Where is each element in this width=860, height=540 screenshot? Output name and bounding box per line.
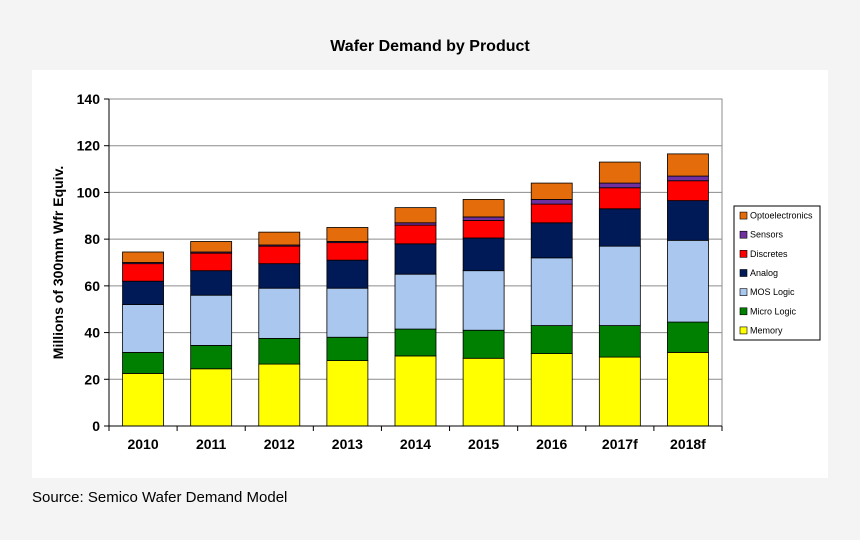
bar-optoelectronics-2016 <box>530 182 573 200</box>
bar-memory-2011 <box>190 368 233 427</box>
bar-optoelectronics-2010 <box>122 251 164 263</box>
bar-micro-logic-2013 <box>326 336 369 362</box>
bar-mos-logic-2018f <box>667 239 709 323</box>
bar-discretes-2013 <box>326 242 369 261</box>
bar-mos-logic-2013 <box>326 287 369 338</box>
x-tick-label: 2011 <box>196 436 227 452</box>
x-tick-label: 2017f <box>602 436 638 452</box>
bar-memory-2015 <box>462 357 505 427</box>
stacked-bar-chart: 0 20 40 60 80 100 120 140 Millions of 300mm Wfr … <box>50 91 821 452</box>
legend: Optoelectronics Sensors Discretes Analog MOS… <box>733 205 821 341</box>
bar-discretes-2018f <box>667 180 709 202</box>
y-tick-label: 120 <box>77 138 101 154</box>
bar-micro-logic-2016 <box>530 325 573 354</box>
bar-mos-logic-2012 <box>258 287 301 339</box>
bar-analog-2013 <box>326 259 369 289</box>
bar-discretes-2010 <box>122 263 164 282</box>
x-tick-label: 2010 <box>127 436 158 452</box>
bar-mos-logic-2015 <box>462 270 505 331</box>
x-tick-label: 2013 <box>332 436 363 452</box>
bar-memory-2014 <box>394 355 437 427</box>
y-tick-label: 20 <box>84 371 100 387</box>
bar-mos-logic-2010 <box>122 304 164 353</box>
legend-label-micro-logic: Micro Logic <box>750 306 797 316</box>
source-note: Source: Semico Wafer Demand Model <box>32 489 288 506</box>
bar-analog-2017f <box>598 208 641 247</box>
x-tick-label: 2018f <box>670 436 706 452</box>
bar-micro-logic-2017f <box>598 325 641 358</box>
legend-label-analog: Analog <box>750 268 778 278</box>
bar-optoelectronics-2013 <box>326 227 369 242</box>
bar-analog-2012 <box>258 263 301 289</box>
bar-sensors-2015 <box>462 216 505 221</box>
bar-memory-2018f <box>667 352 709 427</box>
legend-swatch-discretes <box>739 250 748 258</box>
bar-analog-2016 <box>530 222 573 259</box>
y-axis-title: Millions of 300mm Wfr Equiv. <box>50 166 66 359</box>
bar-memory-2013 <box>326 360 369 427</box>
bar-discretes-2015 <box>462 220 505 239</box>
x-tick-label: 2014 <box>400 436 431 452</box>
legend-label-memory: Memory <box>750 325 783 335</box>
y-tick-label: 80 <box>84 231 100 247</box>
x-tick-label: 2012 <box>264 436 295 452</box>
bar-analog-2015 <box>462 237 505 272</box>
bar-analog-2018f <box>667 200 709 241</box>
bar-memory-2012 <box>258 363 301 427</box>
bar-optoelectronics-2018f <box>667 153 709 177</box>
bar-optoelectronics-2017f <box>598 161 641 184</box>
bar-mos-logic-2014 <box>394 273 437 330</box>
legend-box <box>733 205 821 341</box>
bar-optoelectronics-2015 <box>462 199 505 218</box>
x-tick-label: 2015 <box>468 436 499 452</box>
bar-analog-2011 <box>190 270 233 296</box>
bar-sensors-2018f <box>667 175 709 182</box>
legend-label-mos-logic: MOS Logic <box>750 287 795 297</box>
y-tick-label: 100 <box>77 184 101 200</box>
bar-mos-logic-2017f <box>598 245 641 326</box>
bar-mos-logic-2011 <box>190 294 233 346</box>
bars <box>122 153 709 427</box>
y-tick-label: 140 <box>77 91 101 107</box>
legend-swatch-analog <box>739 269 748 277</box>
bar-optoelectronics-2014 <box>394 207 437 224</box>
bar-micro-logic-2018f <box>667 321 709 353</box>
legend-swatch-optoelectronics <box>739 211 748 220</box>
bar-analog-2014 <box>394 243 437 275</box>
bar-mos-logic-2016 <box>530 257 573 326</box>
bar-optoelectronics-2011 <box>190 241 233 253</box>
bar-memory-2016 <box>530 353 573 427</box>
bar-analog-2010 <box>122 280 164 305</box>
legend-label-discretes: Discretes <box>750 249 788 259</box>
chart-title: Wafer Demand by Product <box>330 38 530 55</box>
chart-panel: 0 20 40 60 80 100 120 140 Millions of 300mm Wfr … <box>32 70 828 478</box>
legend-swatch-mos-logic <box>739 288 748 296</box>
bar-optoelectronics-2012 <box>258 231 301 246</box>
bar-micro-logic-2010 <box>122 352 164 374</box>
y-tick-label: 0 <box>92 418 100 434</box>
bar-discretes-2011 <box>190 252 233 272</box>
legend-label-sensors: Sensors <box>750 230 784 240</box>
bar-memory-2010 <box>122 373 164 427</box>
bar-discretes-2017f <box>598 187 641 210</box>
bar-memory-2017f <box>598 356 641 427</box>
y-tick-label: 60 <box>84 278 100 294</box>
bar-micro-logic-2015 <box>462 329 505 359</box>
bar-sensors-2017f <box>598 182 641 189</box>
bar-sensors-2016 <box>530 199 573 205</box>
x-tick-label: 2016 <box>536 436 567 452</box>
legend-swatch-memory <box>739 326 748 335</box>
bar-micro-logic-2014 <box>394 328 437 357</box>
legend-swatch-sensors <box>739 230 748 239</box>
axes: 0 20 40 60 80 100 120 140 Millions of 300mm Wfr … <box>50 91 723 452</box>
y-tick-label: 40 <box>84 325 100 341</box>
bar-micro-logic-2012 <box>258 338 301 365</box>
bar-discretes-2016 <box>530 203 573 224</box>
legend-label-optoelectronics: Optoelectronics <box>750 211 813 221</box>
bar-micro-logic-2011 <box>190 345 233 370</box>
bar-discretes-2014 <box>394 224 437 245</box>
legend-swatch-micro-logic <box>739 307 748 316</box>
bar-discretes-2012 <box>258 245 301 265</box>
